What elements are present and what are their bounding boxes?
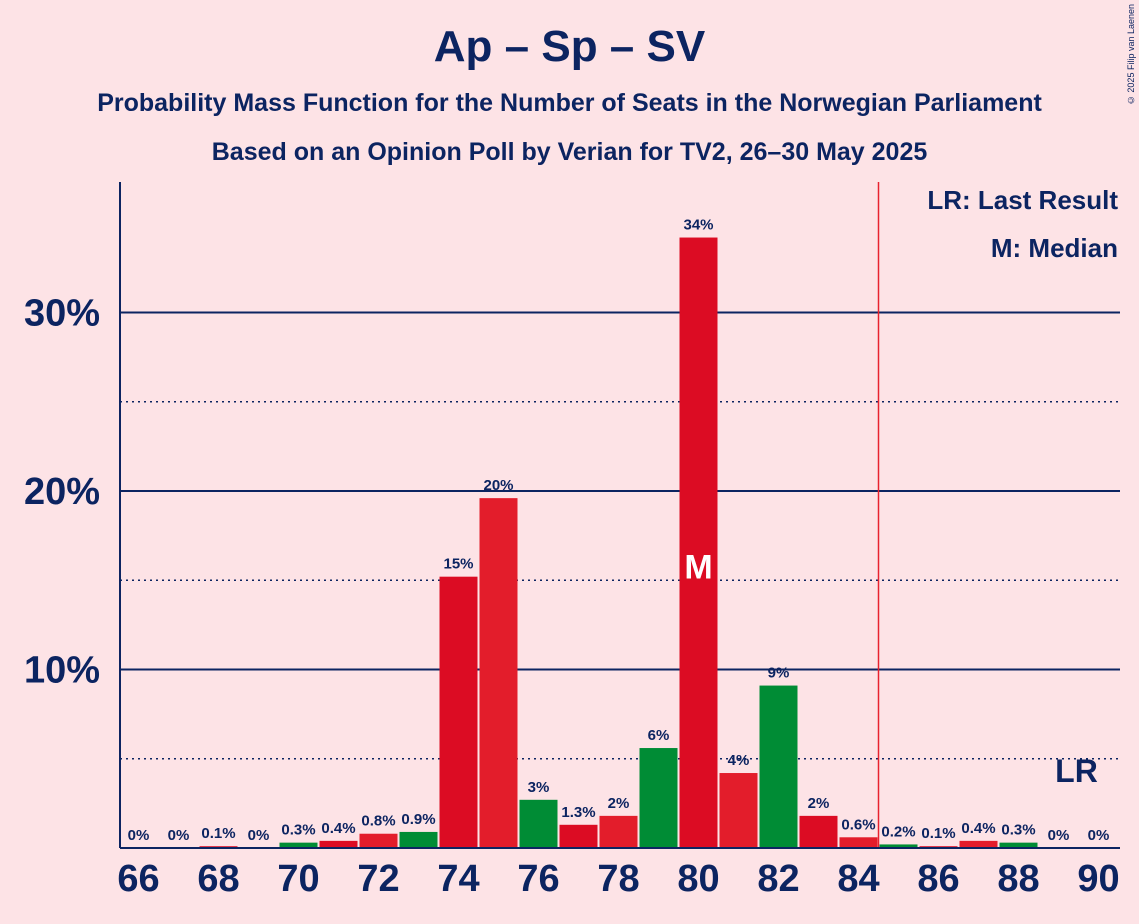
bar (399, 831, 438, 848)
bar-value-label: 0% (248, 827, 270, 844)
bar (719, 773, 758, 848)
bar (799, 815, 838, 848)
bar-value-label: 0.8% (361, 813, 395, 830)
bar-value-label: 0.4% (961, 820, 995, 837)
bar-value-label: 0% (168, 827, 190, 844)
bar-value-label: 2% (608, 795, 630, 812)
x-tick-label: 68 (197, 858, 239, 900)
x-tick-label: 80 (677, 858, 719, 900)
bar-value-label: 34% (683, 217, 713, 234)
bar-value-label: 0.6% (841, 816, 875, 833)
bar-value-label: 15% (443, 556, 473, 573)
chart-source: Based on an Opinion Poll by Verian for T… (211, 138, 928, 166)
bar-value-label: 0.4% (321, 820, 355, 837)
bar-value-label: 0.3% (1001, 822, 1035, 839)
x-tick-label: 70 (277, 858, 319, 900)
bar-value-label: 3% (528, 779, 550, 796)
bar-value-label: 0% (128, 827, 150, 844)
bar-value-label: 1.3% (561, 804, 595, 821)
bar-value-label: 0.9% (401, 811, 435, 828)
bar-value-label: 20% (483, 477, 513, 494)
y-tick-label: 20% (24, 471, 100, 513)
bar (359, 833, 398, 848)
bar-value-label: 0% (1088, 827, 1110, 844)
bar-value-label: 0.1% (201, 825, 235, 842)
bar-value-label: 0.2% (881, 823, 915, 840)
bar (759, 685, 798, 848)
x-tick-label: 86 (917, 858, 959, 900)
legend-last-result: LR: Last Result (927, 185, 1118, 215)
x-tick-label: 72 (357, 858, 399, 900)
x-tick-label: 74 (437, 858, 479, 900)
bar (559, 824, 598, 848)
bar (999, 842, 1038, 848)
bar (959, 840, 998, 848)
bar (839, 837, 878, 848)
bar (439, 576, 478, 848)
y-tick-label: 10% (24, 650, 100, 692)
x-tick-label: 84 (837, 858, 879, 900)
x-tick-label: 78 (597, 858, 639, 900)
x-tick-label: 66 (117, 858, 159, 900)
last-result-marker: LR (1055, 753, 1098, 789)
y-tick-label: 30% (24, 293, 100, 335)
bar (319, 840, 358, 848)
bar-value-label: 9% (768, 665, 790, 682)
chart-subtitle: Probability Mass Function for the Number… (97, 89, 1042, 117)
bar-value-label: 4% (728, 752, 750, 769)
bar (879, 844, 918, 848)
median-marker: M (684, 548, 712, 586)
bar (479, 498, 518, 848)
x-tick-label: 88 (997, 858, 1039, 900)
legend-median: M: Median (990, 233, 1118, 263)
bar (599, 815, 638, 848)
bar (679, 237, 718, 848)
x-tick-label: 76 (517, 858, 559, 900)
bar-value-label: 0% (1048, 827, 1070, 844)
bar (279, 842, 318, 848)
bar-value-label: 2% (808, 795, 830, 812)
bar (519, 799, 558, 848)
bar-value-label: 6% (648, 727, 670, 744)
x-tick-label: 82 (757, 858, 799, 900)
bar-value-label: 0.1% (921, 825, 955, 842)
bar (639, 748, 678, 848)
x-tick-label: 90 (1077, 858, 1119, 900)
bar-value-label: 0.3% (281, 822, 315, 839)
chart-title: Ap – Sp – SV (433, 22, 706, 71)
